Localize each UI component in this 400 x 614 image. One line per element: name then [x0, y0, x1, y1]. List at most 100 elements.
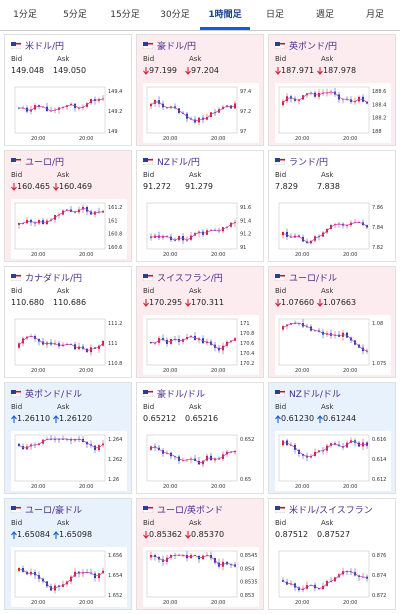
flag-part — [275, 42, 280, 46]
y-tick-label: 1.656 — [108, 553, 122, 559]
tab[interactable]: 日足 — [265, 10, 284, 20]
flag-part — [148, 159, 153, 161]
x-tick-label: 20:00 — [31, 252, 45, 258]
ask-value: 97.204 — [185, 66, 219, 75]
y-tick-label: 170.2 — [240, 361, 254, 367]
y-tick-label: 0.614 — [372, 457, 386, 463]
bid-value: 160.465 — [11, 182, 50, 191]
ask-label: Ask — [57, 287, 70, 295]
rate-card[interactable]: 豪ドル/ドル Bid Ask 0.65212 0.65216 0.652 0.65 20:00… — [136, 382, 264, 494]
ask-value: 0.87527 — [317, 530, 350, 539]
tab[interactable]: 1分足 — [13, 10, 37, 20]
rate-card[interactable]: NZドル/円 Bid Ask 91.272 91.279 91.6 91.4 91.2 91 20… — [136, 150, 264, 262]
mini-chart: 1.08 1.075 20:00 20:00 — [275, 315, 391, 375]
bid-label: Bid — [275, 519, 287, 527]
rate-card[interactable]: 米ドル/円 Bid Ask 149.048 149.050 149.4 149.2 149 20… — [4, 34, 132, 146]
ask-label: Ask — [321, 519, 334, 527]
bid-value: 1.26110 — [11, 414, 50, 423]
moving-average — [282, 322, 368, 352]
y-tick-label: 1.26 — [108, 477, 119, 483]
flag-part — [275, 158, 280, 162]
moving-average — [18, 335, 104, 351]
x-tick-label: 20:00 — [295, 136, 309, 142]
rate-card[interactable]: ユーロ/豪ドル Bid Ask 1.65084 1.65098 1.656 1.654 1.6… — [4, 498, 132, 610]
mini-chart: 161.2 161 160.8 160.6 20:00 20:00 — [11, 199, 127, 259]
bid-text: 7.829 — [275, 182, 298, 191]
flag-part — [275, 506, 280, 510]
rate-card[interactable]: 英ポンド/ドル Bid Ask 1.26110 1.26120 1.264 1.262 1.2… — [4, 382, 132, 494]
arrow-shape — [185, 298, 191, 307]
flag-icon — [143, 274, 153, 281]
mini-chart: 0.616 0.614 0.612 20:00 20:00 — [275, 431, 391, 491]
pair-name: ユーロ/英ポンド — [157, 506, 224, 516]
bid-label: Bid — [275, 403, 287, 411]
x-tick-label: 20:00 — [211, 484, 225, 490]
mini-chart: 111.2 111 110.8 20:00 20:00 — [11, 315, 127, 375]
y-tick-label: 97.2 — [240, 109, 251, 115]
y-tick-label: 0.8545 — [240, 553, 258, 559]
flag-part — [11, 506, 16, 510]
ask-value: 91.279 — [185, 182, 213, 191]
candle — [150, 555, 152, 558]
chart-frame — [278, 86, 370, 134]
flag-icon — [275, 158, 285, 165]
rate-card[interactable]: 英ポンド/円 Bid Ask 187.971 187.978 188.6 188.4 188.… — [268, 34, 396, 146]
rate-card[interactable]: 豪ドル/円 Bid Ask 97.199 97.204 97.4 97.2 97 20:00 20… — [136, 34, 264, 146]
rate-card[interactable]: カナダドル/円 Bid Ask 110.680 110.686 111.2 111 110.8… — [4, 266, 132, 378]
y-tick-label: 161 — [108, 218, 118, 224]
pair-name: ユーロ/豪ドル — [25, 506, 83, 516]
x-tick-label: 20:00 — [211, 368, 225, 374]
arrow-shape — [317, 414, 323, 423]
bid-label: Bid — [275, 287, 287, 295]
flag-icon — [11, 42, 21, 49]
chart-frame — [14, 550, 106, 598]
flag-icon — [275, 42, 285, 49]
ask-label: Ask — [57, 55, 70, 63]
x-tick-label: 20:00 — [163, 484, 177, 490]
ask-label: Ask — [57, 171, 70, 179]
ask-text: 91.279 — [185, 182, 213, 191]
tab[interactable]: 1時間足 — [200, 0, 250, 30]
trend-arrow — [143, 298, 149, 307]
mini-chart: 171 170.8 170.6 170.4 170.2 20:00 20:00 — [143, 315, 259, 375]
tab[interactable]: 30分足 — [160, 10, 190, 20]
moving-average — [282, 441, 368, 458]
rate-card[interactable]: NZドル/ドル Bid Ask 0.61230 0.61244 0.616 0.614 0.6… — [268, 382, 396, 494]
rate-card[interactable]: 米ドル/スイスフラン Bid Ask 0.87512 0.87527 0.876 0.874… — [268, 498, 396, 610]
rate-card[interactable]: ユーロ/円 Bid Ask 160.465 160.469 161.2 161 160.8 16… — [4, 150, 132, 262]
y-tick-label: 160.8 — [108, 232, 122, 238]
ask-value: 1.26120 — [53, 414, 92, 423]
trend-arrow — [11, 414, 17, 423]
rate-card[interactable]: スイスフラン/円 Bid Ask 170.295 170.311 171 170.8 170.… — [136, 266, 264, 378]
pair-name: 豪ドル/円 — [157, 42, 197, 52]
trend-arrow — [11, 182, 17, 191]
rate-card[interactable]: ランド/円 Bid Ask 7.829 7.838 7.86 7.84 7.82 20:00 20… — [268, 150, 396, 262]
trend-arrow — [317, 298, 323, 307]
rate-card[interactable]: ユーロ/ドル Bid Ask 1.07660 1.07663 1.08 1.075 20:00… — [268, 266, 396, 378]
y-tick-label: 149 — [108, 129, 118, 135]
bid-text: 91.272 — [143, 182, 171, 191]
flag-part — [148, 391, 153, 393]
trend-arrow — [317, 66, 323, 75]
rate-card[interactable]: ユーロ/英ポンド Bid Ask 0.85362 0.85370 0.8545 0.854 0… — [136, 498, 264, 610]
trend-arrow — [275, 66, 281, 75]
y-tick-label: 111.2 — [108, 321, 122, 327]
tab[interactable]: 15分足 — [110, 10, 140, 20]
ask-value: 0.61244 — [317, 414, 356, 423]
tab[interactable]: 週足 — [315, 10, 334, 20]
bid-label: Bid — [11, 171, 23, 179]
tab[interactable]: 5分足 — [63, 10, 87, 20]
x-tick-label: 20:00 — [31, 600, 45, 606]
ask-label: Ask — [189, 171, 202, 179]
bid-text: 160.465 — [17, 182, 51, 191]
ask-value: 170.311 — [185, 298, 224, 307]
y-tick-label: 7.84 — [372, 225, 383, 231]
flag-part — [280, 159, 285, 161]
tab[interactable]: 月足 — [365, 10, 384, 20]
x-tick-label: 20:00 — [343, 600, 357, 606]
flag-part — [16, 507, 21, 509]
x-tick-label: 20:00 — [343, 368, 357, 374]
moving-average — [282, 221, 368, 243]
bid-text: 1.65084 — [17, 530, 51, 539]
y-tick-label: 0.65 — [240, 477, 251, 483]
